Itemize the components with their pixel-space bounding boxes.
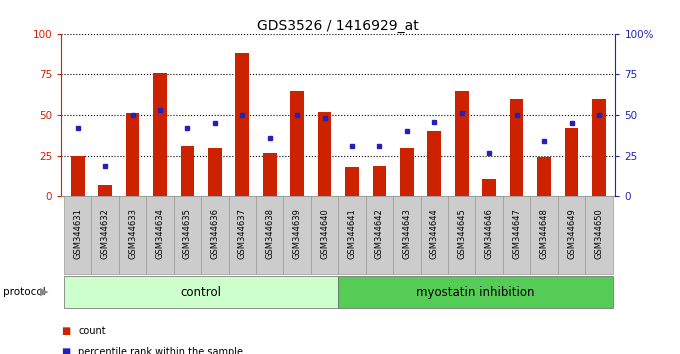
FancyBboxPatch shape: [448, 196, 475, 274]
Bar: [98, 185, 112, 196]
Text: control: control: [181, 286, 222, 298]
FancyBboxPatch shape: [64, 196, 91, 274]
Bar: [482, 178, 496, 196]
Text: ■: ■: [61, 347, 71, 354]
Text: GSM344631: GSM344631: [73, 208, 82, 259]
FancyBboxPatch shape: [173, 196, 201, 274]
Text: ■: ■: [61, 326, 71, 336]
Bar: [455, 91, 469, 196]
Bar: [290, 91, 304, 196]
Bar: [345, 167, 359, 196]
Text: GSM344639: GSM344639: [292, 208, 302, 259]
Text: myostatin inhibition: myostatin inhibition: [416, 286, 534, 298]
Text: GSM344648: GSM344648: [539, 208, 549, 259]
Bar: [181, 146, 194, 196]
Text: GSM344636: GSM344636: [210, 208, 220, 259]
FancyBboxPatch shape: [119, 196, 146, 274]
Text: GSM344637: GSM344637: [238, 208, 247, 259]
Bar: [208, 148, 222, 196]
FancyBboxPatch shape: [585, 196, 613, 274]
Text: GSM344632: GSM344632: [101, 208, 109, 259]
Bar: [400, 148, 413, 196]
FancyBboxPatch shape: [421, 196, 448, 274]
Bar: [510, 99, 524, 196]
Text: GSM344650: GSM344650: [594, 208, 603, 259]
Bar: [235, 53, 249, 196]
FancyBboxPatch shape: [146, 196, 173, 274]
FancyBboxPatch shape: [530, 196, 558, 274]
Text: GSM344640: GSM344640: [320, 208, 329, 259]
FancyBboxPatch shape: [284, 196, 311, 274]
FancyBboxPatch shape: [228, 196, 256, 274]
FancyBboxPatch shape: [201, 196, 228, 274]
FancyBboxPatch shape: [338, 196, 366, 274]
Text: protocol: protocol: [3, 287, 46, 297]
Text: GSM344633: GSM344633: [128, 208, 137, 259]
Bar: [153, 73, 167, 196]
Bar: [373, 166, 386, 196]
Text: GSM344642: GSM344642: [375, 208, 384, 259]
FancyBboxPatch shape: [256, 196, 284, 274]
Bar: [71, 156, 84, 196]
Bar: [263, 153, 277, 196]
Bar: [564, 128, 579, 196]
FancyBboxPatch shape: [91, 196, 119, 274]
Text: count: count: [78, 326, 106, 336]
FancyBboxPatch shape: [64, 276, 338, 308]
FancyBboxPatch shape: [366, 196, 393, 274]
Bar: [537, 158, 551, 196]
Text: ▶: ▶: [40, 287, 48, 297]
Bar: [592, 99, 606, 196]
Text: GSM344634: GSM344634: [156, 208, 165, 259]
Bar: [126, 113, 139, 196]
Text: GSM344644: GSM344644: [430, 208, 439, 259]
FancyBboxPatch shape: [558, 196, 585, 274]
Bar: [428, 131, 441, 196]
Title: GDS3526 / 1416929_at: GDS3526 / 1416929_at: [258, 19, 419, 33]
Bar: [318, 112, 331, 196]
Text: GSM344638: GSM344638: [265, 208, 274, 259]
FancyBboxPatch shape: [311, 196, 338, 274]
FancyBboxPatch shape: [393, 196, 421, 274]
Text: GSM344646: GSM344646: [485, 208, 494, 259]
Text: GSM344645: GSM344645: [457, 208, 466, 259]
Text: GSM344643: GSM344643: [403, 208, 411, 259]
Text: percentile rank within the sample: percentile rank within the sample: [78, 347, 243, 354]
Text: GSM344635: GSM344635: [183, 208, 192, 259]
FancyBboxPatch shape: [338, 276, 613, 308]
FancyBboxPatch shape: [503, 196, 530, 274]
Text: GSM344649: GSM344649: [567, 208, 576, 259]
Text: GSM344647: GSM344647: [512, 208, 521, 259]
FancyBboxPatch shape: [475, 196, 503, 274]
Text: GSM344641: GSM344641: [347, 208, 356, 259]
